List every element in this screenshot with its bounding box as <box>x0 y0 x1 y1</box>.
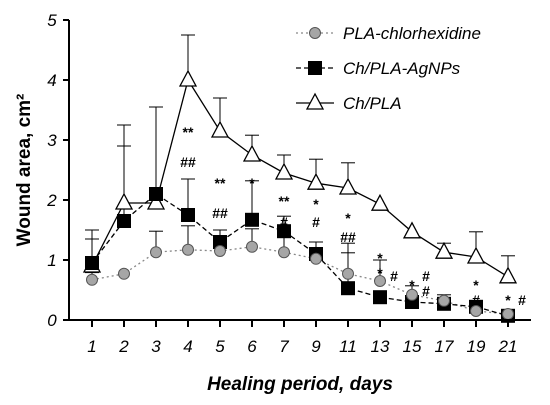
x-tick-label: 3 <box>151 337 161 356</box>
circle-marker <box>406 288 418 301</box>
circle-marker <box>470 305 482 317</box>
y-axis-title: Wound area, cm² <box>14 94 35 247</box>
circle-marker <box>502 308 514 320</box>
significance-mark: ## <box>180 154 196 170</box>
x-tick-label: 2 <box>118 337 129 356</box>
circle-marker <box>438 294 450 307</box>
plot-area: **##**##***#*# *##** #*## *# * # <box>82 34 526 323</box>
square-marker <box>277 224 291 239</box>
circle-marker <box>182 243 194 256</box>
triangle-marker <box>338 177 358 195</box>
y-tick-label: 4 <box>47 71 56 90</box>
x-tick-label: 13 <box>371 337 390 356</box>
significance-mark: * <box>409 277 415 293</box>
y-tick-label: 5 <box>47 11 57 30</box>
markers-circle <box>86 240 514 320</box>
triangle-marker <box>114 192 134 210</box>
square-marker <box>373 290 387 305</box>
x-tick-label: 21 <box>498 337 518 356</box>
y-tick-label: 3 <box>47 131 57 150</box>
circle-marker <box>278 246 290 259</box>
significance-mark: * <box>377 265 383 281</box>
y-tick-label: 2 <box>46 191 57 210</box>
significance-mark: * <box>377 250 383 266</box>
x-tick-label: 7 <box>279 337 289 356</box>
triangle-marker <box>306 172 326 190</box>
circle-marker <box>150 246 162 259</box>
circle-marker <box>309 27 321 39</box>
legend-label: Ch/PLA-AgNPs <box>343 59 461 78</box>
square-marker <box>213 235 227 249</box>
square-marker <box>85 256 99 270</box>
triangle-marker <box>498 266 518 284</box>
triangle-marker <box>370 193 390 211</box>
legend-item-triangle: Ch/PLA <box>296 92 402 113</box>
significance-mark: # <box>280 214 288 230</box>
triangle-marker <box>402 221 422 239</box>
triangle-marker <box>434 241 454 259</box>
significance-mark: ** <box>183 124 194 140</box>
triangle-marker <box>146 192 166 210</box>
x-tick-label: 19 <box>467 337 486 356</box>
circle-marker <box>374 275 386 287</box>
square-marker <box>117 214 131 228</box>
x-tick-label: 9 <box>311 337 321 356</box>
triangle-marker <box>274 162 294 180</box>
circle-marker <box>86 273 98 286</box>
significance-mark: # <box>312 214 320 230</box>
triangle-marker <box>178 69 198 87</box>
significance-mark: # <box>472 292 480 308</box>
legend-item-square: Ch/PLA-AgNPs <box>296 59 461 78</box>
x-tick-label: 15 <box>403 337 422 356</box>
circle-marker <box>214 245 226 257</box>
square-marker <box>149 187 163 201</box>
x-axis-title: Healing period, days <box>207 374 393 395</box>
significance-mark: * <box>473 277 479 293</box>
legend-label: Ch/PLA <box>343 94 402 113</box>
circle-marker <box>118 267 130 280</box>
significance-mark: # <box>422 283 430 299</box>
square-marker <box>245 212 259 227</box>
y-tick-label: 1 <box>47 251 56 270</box>
triangle-marker <box>242 144 262 162</box>
circle-marker <box>246 240 258 253</box>
triangle-marker <box>305 92 325 110</box>
significance-mark: * <box>249 175 255 191</box>
significance-mark: ## <box>340 229 356 245</box>
x-tick-label: 6 <box>247 337 257 356</box>
significance-mark: # <box>518 292 526 308</box>
series-line <box>91 78 509 278</box>
significance-mark: ** <box>279 193 290 209</box>
x-tick-label: 17 <box>435 337 454 356</box>
square-marker <box>181 208 195 222</box>
significance-mark: * <box>345 210 351 226</box>
x-tick-label: 1 <box>87 337 96 356</box>
significance-mark: * <box>505 292 511 308</box>
significance-mark: ## <box>212 205 228 221</box>
triangle-marker <box>210 120 230 138</box>
y-tick-label: 0 <box>47 311 57 330</box>
markers-triangle <box>82 69 518 284</box>
square-marker <box>308 61 322 75</box>
square-marker <box>341 281 355 296</box>
x-tick-label: 11 <box>339 337 357 356</box>
legend-label: PLA-chlorhexidine <box>343 24 481 43</box>
circle-marker <box>342 267 354 280</box>
series-square <box>85 106 509 317</box>
significance-mark: * <box>313 196 319 212</box>
significance-mark: # <box>390 268 398 284</box>
significance-mark: # <box>422 268 430 284</box>
x-tick-label: 4 <box>183 337 192 356</box>
circle-marker <box>310 252 322 265</box>
axes: 0 1 2 3 4 5 1 2 3 4 5 6 7 9 11 13 15 17 19 21 <box>46 11 531 356</box>
x-tick-label: 5 <box>215 337 225 356</box>
legend: PLA-chlorhexidine Ch/PLA-AgNPs Ch/PLA <box>296 24 481 113</box>
triangle-marker <box>466 246 486 264</box>
legend-item-circle: PLA-chlorhexidine <box>296 24 481 43</box>
significance-mark: ** <box>215 175 226 191</box>
